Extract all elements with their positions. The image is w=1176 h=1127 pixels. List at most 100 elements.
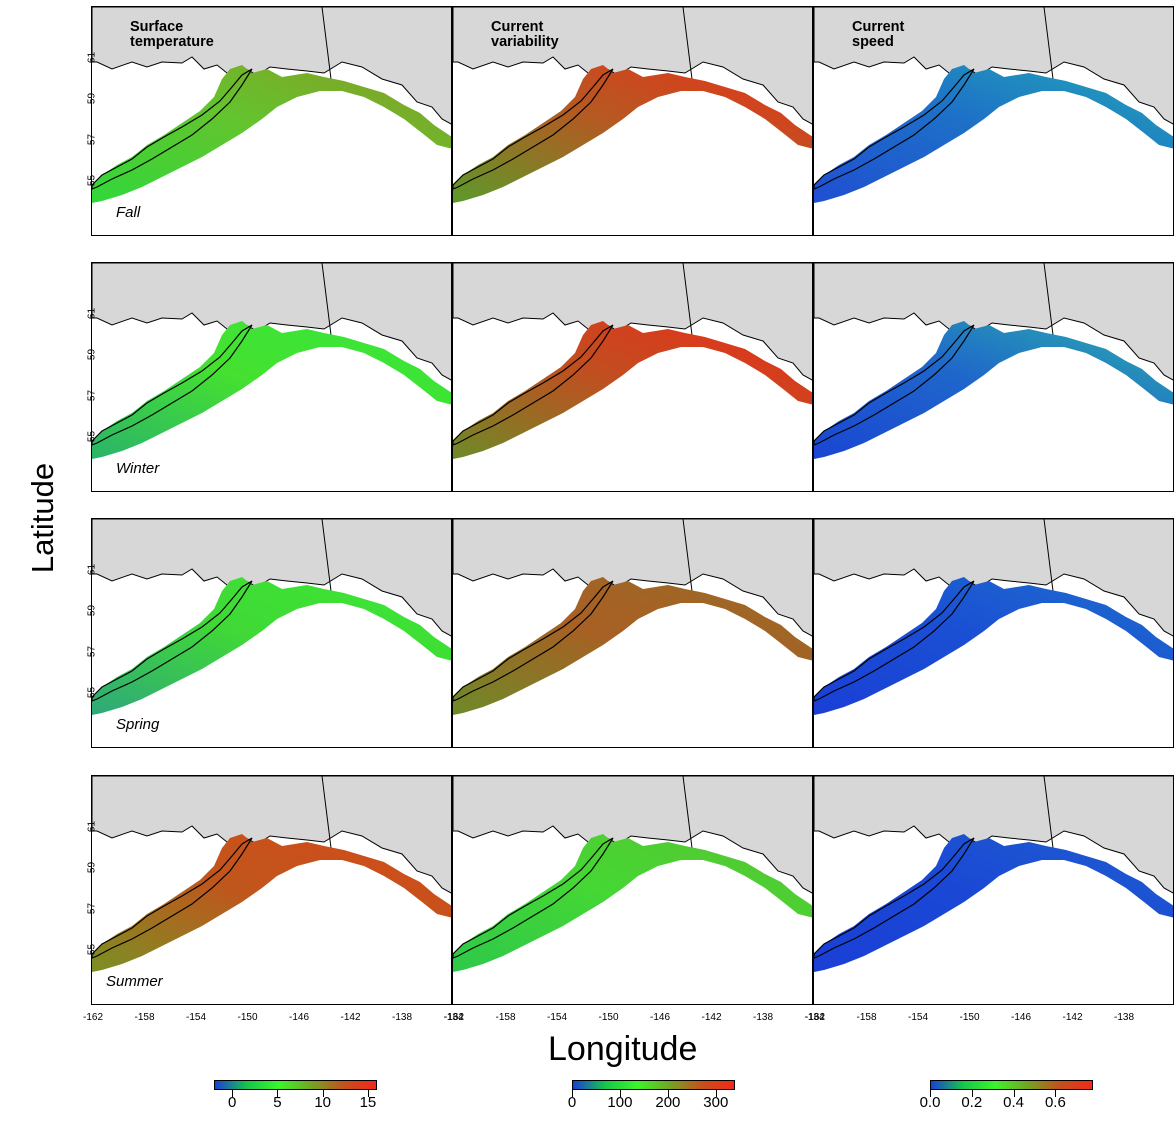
coastline [814, 68, 975, 190]
x-tick-label: -150 [598, 1012, 619, 1023]
colorbar-tick-label: 0 [227, 1094, 237, 1111]
season-label: Spring [116, 716, 160, 733]
x-tick-label: -158 [134, 1012, 155, 1023]
map-svg [453, 7, 812, 203]
x-tick-label: -150 [959, 1012, 980, 1023]
y-tick-label: 55 [86, 174, 98, 187]
colorbar-tick [667, 1090, 669, 1097]
y-tick-label: 55 [86, 686, 98, 699]
y-tick-label: 55 [86, 943, 98, 956]
x-axis-label: Longitude [548, 1030, 698, 1068]
x-tick-label: -158 [856, 1012, 877, 1023]
colorbar-speed [930, 1080, 1093, 1090]
continental-shelf [453, 65, 812, 203]
border-line [321, 263, 333, 344]
x-tick-label: -162 [82, 1012, 103, 1023]
colorbar-tick [619, 1090, 621, 1097]
season-label: Winter [116, 460, 160, 477]
y-tick-label: 61 [86, 563, 98, 576]
y-tick-label: 59 [86, 861, 98, 874]
colorbar-tick [232, 1090, 234, 1097]
coastline [814, 324, 975, 446]
y-tick-label: 61 [86, 820, 98, 833]
colorbar-tick-label: 0.2 [961, 1094, 983, 1111]
season-label: Fall [116, 204, 141, 221]
continental-shelf [814, 321, 1173, 459]
map-svg [814, 776, 1173, 972]
season-label: Summer [106, 973, 163, 990]
column-title: Current variability [491, 19, 559, 50]
border-line [682, 7, 694, 88]
map-panel-winter-temperature [91, 262, 452, 492]
colorbar-tick [715, 1090, 717, 1097]
border-line [682, 519, 694, 600]
colorbar-tick-label: 0.6 [1044, 1094, 1066, 1111]
map-panel-spring-speed [813, 518, 1174, 748]
x-tick-label: -154 [546, 1012, 567, 1023]
x-tick-label: -158 [495, 1012, 516, 1023]
x-tick-label: -146 [649, 1012, 670, 1023]
coastline [453, 837, 614, 959]
coastline [453, 580, 614, 702]
y-axis-label: Latitude [25, 462, 60, 574]
y-tick-label: 59 [86, 92, 98, 105]
map-panel-winter-variability [452, 262, 813, 492]
border-line [321, 776, 333, 857]
map-panel-summer-speed [813, 775, 1174, 1005]
map-svg [92, 7, 451, 203]
continental-shelf [814, 65, 1173, 203]
x-tick-label: -138 [752, 1012, 773, 1023]
map-panel-fall-temperature [91, 6, 452, 236]
colorbar-tick-label: 0 [567, 1094, 577, 1111]
map-svg [92, 263, 451, 459]
colorbar-tick [1013, 1090, 1015, 1097]
border-line [682, 263, 694, 344]
map-panel-spring-temperature [91, 518, 452, 748]
colorbar-tick-label: 10 [314, 1094, 331, 1111]
border-line [682, 776, 694, 857]
y-tick-label: 55 [86, 430, 98, 443]
map-svg [453, 776, 812, 972]
x-tick-label: -134 [804, 1012, 825, 1023]
map-svg [92, 776, 451, 972]
map-svg [814, 263, 1173, 459]
x-tick-label: -162 [443, 1012, 464, 1023]
x-tick-label: -150 [237, 1012, 258, 1023]
y-tick-label: 61 [86, 307, 98, 320]
map-panel-spring-variability [452, 518, 813, 748]
x-tick-label: -154 [185, 1012, 206, 1023]
colorbar-tick-label: 0.0 [919, 1094, 941, 1111]
colorbar-tick-label: 15 [359, 1094, 377, 1111]
continental-shelf [814, 577, 1173, 715]
colorbar-tick-label: 300 [703, 1094, 729, 1111]
continental-shelf [92, 834, 451, 972]
colorbar-tick [367, 1090, 369, 1097]
x-tick-label: -142 [1062, 1012, 1083, 1023]
border-line [321, 7, 333, 88]
coastline [814, 580, 975, 702]
map-svg [814, 7, 1173, 203]
y-tick-label: 59 [86, 604, 98, 617]
map-svg [453, 519, 812, 715]
border-line [1043, 776, 1055, 857]
map-panel-summer-temperature [91, 775, 452, 1005]
x-tick-label: -142 [701, 1012, 722, 1023]
coastline [92, 68, 253, 190]
map-panel-winter-speed [813, 262, 1174, 492]
coastline [453, 68, 614, 190]
continental-shelf [814, 834, 1173, 972]
border-line [1043, 263, 1055, 344]
x-tick-label: -134 [443, 1012, 464, 1023]
coastline [814, 837, 975, 959]
coastline [453, 324, 614, 446]
colorbar-tick-label: 0.4 [1003, 1094, 1024, 1111]
border-line [1043, 7, 1055, 88]
column-title: Current speed [852, 19, 905, 50]
map-panel-fall-speed [813, 6, 1174, 236]
x-tick-label: -146 [1010, 1012, 1031, 1023]
colorbar-tick [322, 1090, 324, 1097]
map-panel-summer-variability [452, 775, 813, 1005]
column-title: Surface temperature [130, 19, 214, 50]
y-tick-label: 57 [86, 645, 98, 658]
